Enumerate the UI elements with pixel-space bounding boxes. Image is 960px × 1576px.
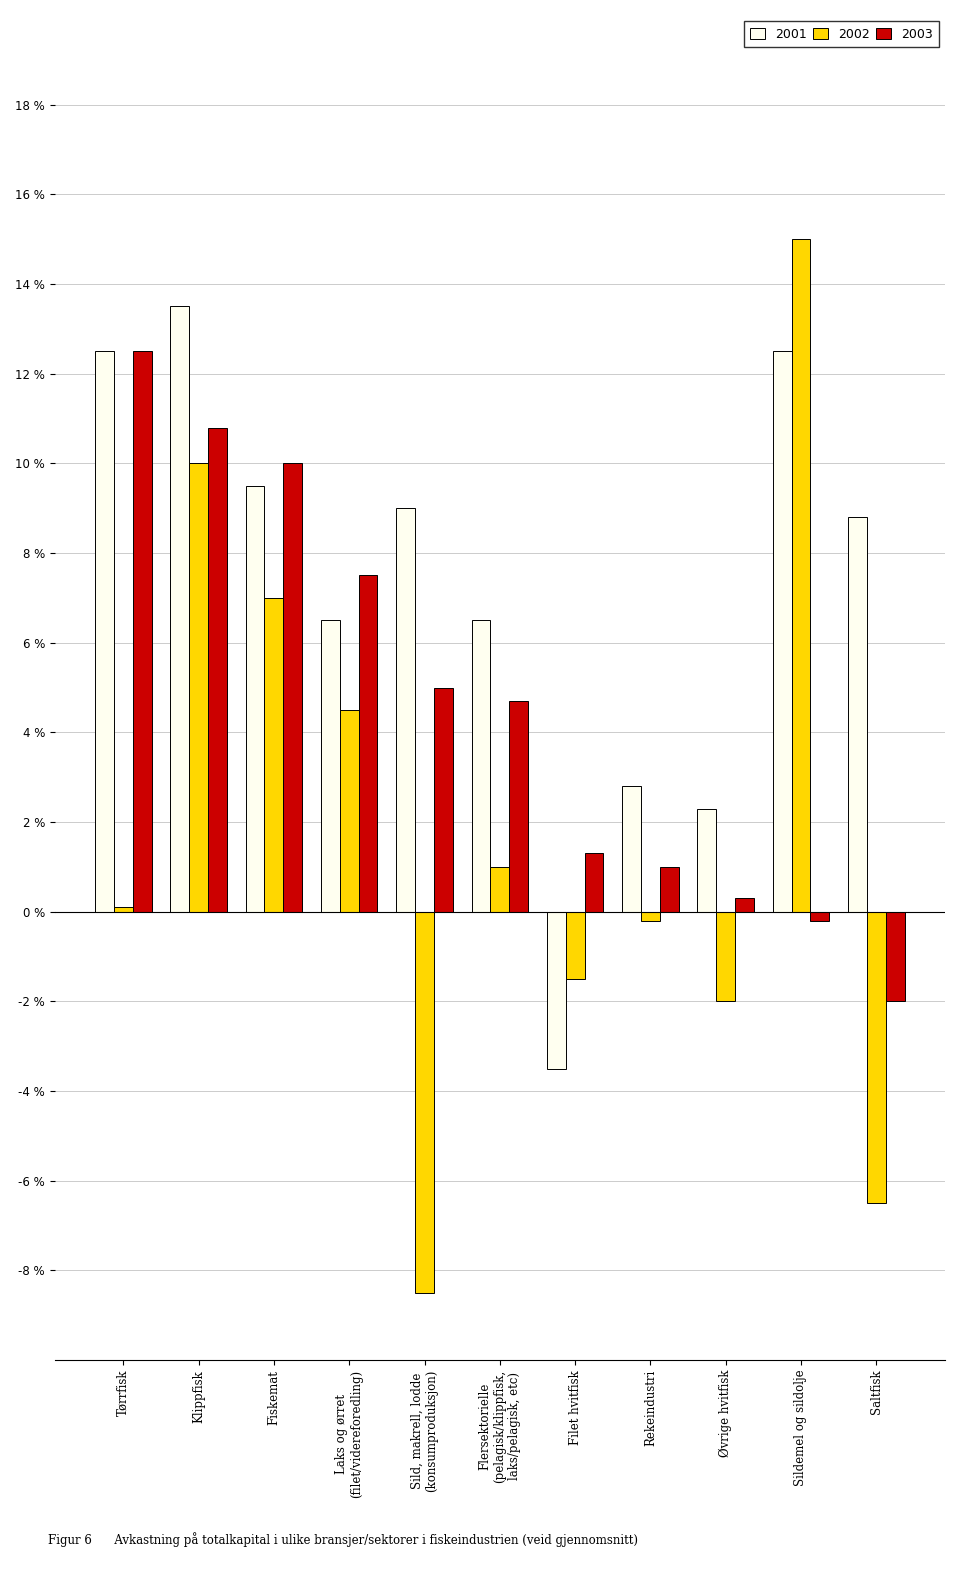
Bar	[321, 621, 340, 913]
Bar	[848, 517, 867, 913]
Bar	[886, 913, 904, 1001]
Bar	[622, 786, 641, 913]
Bar	[792, 240, 810, 913]
Bar	[114, 908, 132, 913]
Bar	[170, 306, 189, 913]
Bar	[340, 709, 359, 913]
Text: Figur 6      Avkastning på totalkapital i ulike bransjer/sektorer i fiskeindustr: Figur 6 Avkastning på totalkapital i uli…	[48, 1532, 638, 1548]
Bar	[415, 913, 434, 1292]
Bar	[735, 898, 754, 913]
Bar	[565, 913, 585, 979]
Bar	[509, 701, 528, 913]
Bar	[773, 351, 792, 913]
Bar	[396, 507, 415, 913]
Bar	[246, 485, 265, 913]
Bar	[716, 913, 735, 1001]
Bar	[189, 463, 208, 913]
Bar	[547, 913, 565, 1069]
Bar	[698, 808, 716, 913]
Bar	[585, 854, 603, 913]
Bar	[491, 867, 509, 913]
Bar	[95, 351, 114, 913]
Bar	[641, 913, 660, 920]
Bar	[132, 351, 152, 913]
Bar	[265, 597, 283, 913]
Bar	[359, 575, 377, 913]
Bar	[810, 913, 829, 920]
Bar	[434, 687, 453, 913]
Bar	[660, 867, 679, 913]
Bar	[471, 621, 491, 913]
Bar	[208, 427, 227, 913]
Bar	[283, 463, 302, 913]
Bar	[867, 913, 886, 1202]
Legend: 2001, 2002, 2003: 2001, 2002, 2003	[743, 20, 939, 47]
